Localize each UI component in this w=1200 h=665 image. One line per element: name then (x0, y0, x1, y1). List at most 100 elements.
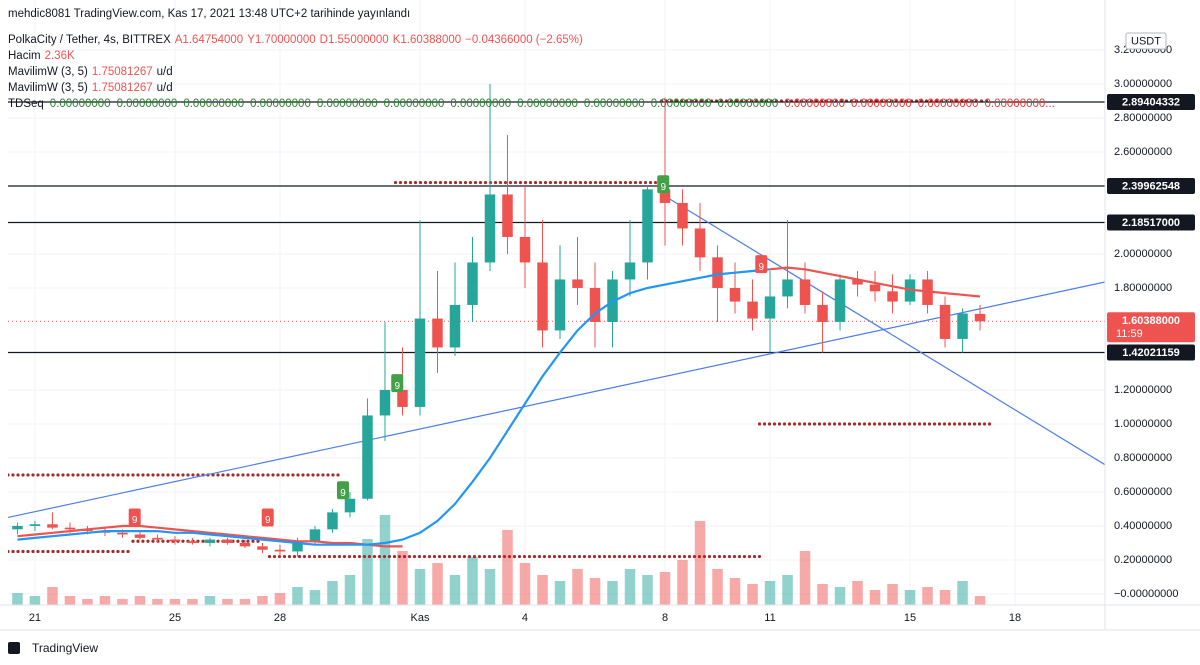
candle-body (12, 525, 23, 530)
candle-body (519, 236, 531, 263)
brand: TradingView (32, 641, 98, 655)
candle-body (397, 389, 408, 407)
candle-body (414, 318, 426, 407)
level-label: 2.89404332 (1122, 96, 1180, 108)
x-tick-label: 25 (169, 612, 181, 624)
y-tick-label: 2.80000000 (1114, 112, 1172, 124)
volume-bar (834, 587, 846, 605)
x-tick-label: 18 (1009, 612, 1021, 624)
volume-bar (47, 587, 58, 605)
candle-body (974, 313, 986, 322)
volume-bar (572, 569, 583, 605)
volume-bar (677, 560, 688, 605)
td-label: 9 (132, 515, 138, 526)
ma-line (17, 268, 771, 546)
candle-body (222, 539, 233, 543)
trendline (8, 281, 1105, 519)
y-tick-label: 0.60000000 (1114, 486, 1172, 498)
tdseq-value: 0.00000000 (316, 98, 378, 110)
tdseq-value: 0.00000000 (784, 98, 845, 110)
x-tick-label: 4 (522, 612, 528, 624)
tdseq-value: 0.00000000 (583, 98, 645, 110)
candle-body (292, 541, 303, 552)
indicator-line: MavilimW (3, 5) 1.75081267 u/d (8, 82, 173, 94)
candle-body (257, 546, 268, 550)
volume-bar (869, 590, 881, 605)
volume-bar (362, 539, 373, 605)
candle-body (782, 279, 793, 297)
volume-bar (747, 584, 758, 605)
volume-bar (939, 590, 951, 605)
high: Y1.70000000 (247, 34, 316, 46)
y-tick-label: 1.20000000 (1114, 384, 1172, 396)
volume-bar (397, 551, 408, 605)
x-tick-label: 15 (904, 612, 916, 624)
td-label: 9 (758, 262, 764, 273)
volume-bar (817, 584, 828, 605)
indicator-name: MavilimW (3, 5) (8, 66, 88, 78)
volume-bar (379, 515, 391, 605)
volume-bar (607, 581, 618, 605)
low: D1.55000000 (319, 34, 389, 46)
currency-box (1125, 32, 1167, 50)
td-label: 9 (394, 381, 400, 392)
candle-body (694, 228, 706, 258)
volume-bar (29, 596, 41, 605)
candle-body (869, 284, 881, 292)
volume-bar (82, 599, 93, 605)
tdseq-line: TDSeq 0.00000000 0.00000000 0.00000000 0.00… (8, 98, 1055, 110)
candle-body (117, 532, 128, 535)
volume-bar (187, 599, 198, 605)
volume-bar (414, 569, 426, 605)
y-tick-label: 0.40000000 (1114, 520, 1172, 532)
volume-bar (64, 596, 76, 605)
candle-body (572, 279, 583, 288)
x-tick-label: 28 (274, 612, 286, 624)
candle-body (502, 194, 513, 237)
tdseq-value: 0.00000000 (116, 98, 178, 110)
candle-body (764, 296, 776, 319)
candle-body (239, 542, 251, 547)
x-tick-label: 8 (662, 612, 668, 624)
axes: 3.200000003.000000002.800000002.60000000… (29, 44, 1195, 624)
volume-bar (99, 596, 111, 605)
candle-body (624, 262, 636, 280)
level-label-box (1107, 344, 1195, 361)
last-price-label: 1.60388000 (1122, 315, 1180, 327)
tdseq-value: 0.00000000 (250, 98, 311, 110)
candle-body (589, 287, 601, 322)
volume-bar (274, 593, 286, 605)
symbol-line: PolkaCity / Tether, 4s, BITTREX A1.64754… (8, 34, 583, 46)
tdseq-name: TDSeq (8, 98, 44, 110)
volume-bar (432, 563, 443, 605)
volume-bar (712, 569, 723, 605)
volume-bar (502, 530, 513, 605)
volume-bar (467, 557, 478, 605)
candle-body (799, 279, 811, 305)
y-tick-label: 2.00000000 (1114, 248, 1172, 260)
indicator-line: MavilimW (3, 5) 1.75081267 u/d (8, 66, 173, 78)
td-marker (755, 255, 768, 274)
volume-bar (694, 521, 706, 605)
candle-body (134, 534, 146, 538)
volume-bar (922, 587, 933, 605)
volume-bar (309, 590, 321, 605)
candle-body (642, 189, 653, 263)
candle-body (362, 415, 373, 499)
volume-bar (764, 581, 776, 605)
volume-bar (519, 563, 531, 605)
candle-body (852, 279, 863, 285)
level-label: 2.18517000 (1122, 217, 1180, 229)
volume-bar (589, 578, 601, 605)
volume-name: Hacim (8, 50, 41, 62)
candle-body (887, 291, 898, 302)
candle-body (817, 304, 828, 322)
tdseq-value: 0.00000000 (850, 98, 912, 110)
volume-bar (344, 575, 356, 605)
last-price-box (1107, 312, 1195, 343)
close: K1.60388000 (392, 34, 462, 46)
candle-body (484, 194, 496, 263)
volume-bar (292, 587, 303, 605)
